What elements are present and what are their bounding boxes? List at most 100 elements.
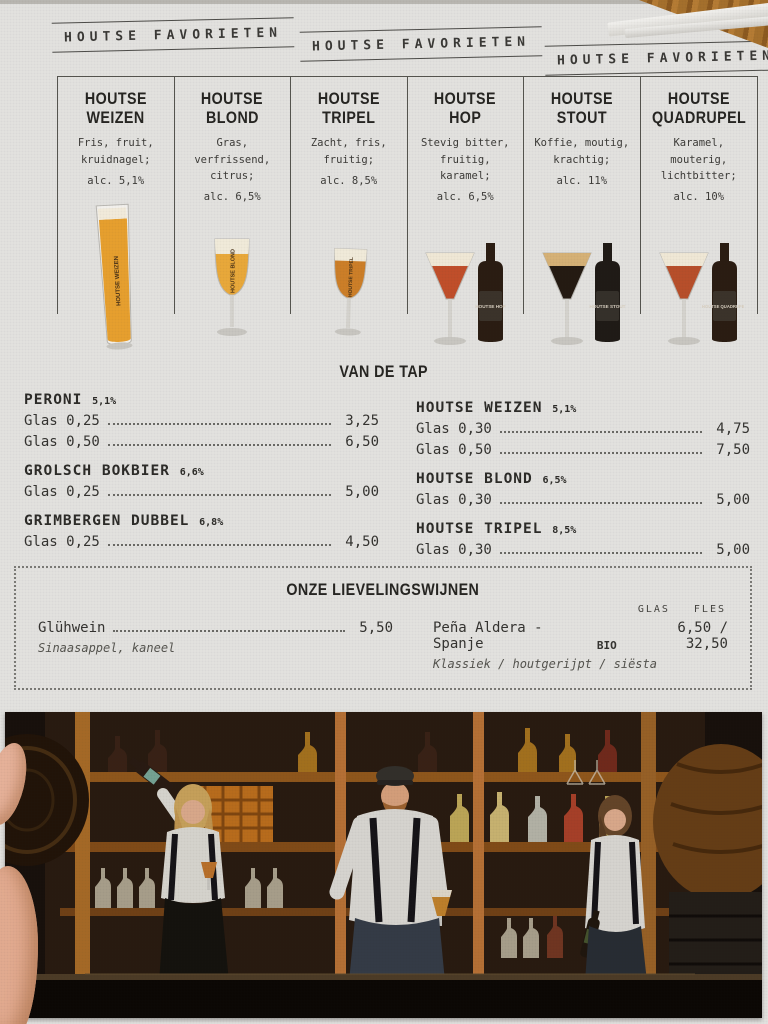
wine-tasting-notes: Klassiek / houtgerijpt / siësta	[433, 657, 657, 671]
tap-group-grolsch-bokbier: GROLSCH BOKBIER 6,6% Glas 0,25 5,00	[24, 463, 379, 500]
dotted-leader	[499, 502, 702, 504]
beer-group-abv: 5,1%	[552, 404, 577, 415]
dotted-leader	[113, 630, 345, 632]
quadrupel-glass-and-bottle-image: HOUTSE QUADRUPEL	[654, 243, 747, 351]
price-value: 3,25	[345, 413, 379, 429]
beer-column-quadrupel: HOUTSE QUADRUPEL Karamel, mouterig, lich…	[641, 77, 758, 345]
beer-group-name: HOUTSE WEIZEN	[416, 400, 543, 416]
price-row: Glas 0,30 5,00	[416, 542, 750, 558]
fles-header: FLES	[693, 604, 726, 615]
banner-houtse-favorieten-2: HOUTSE FAVORIETEN	[299, 26, 543, 62]
liquor-bottles	[95, 728, 617, 958]
price-value: 5,00	[345, 484, 379, 500]
wine-name: Peña Aldera - Spanje	[433, 620, 543, 652]
beer-name: HOUTSE	[550, 89, 613, 108]
beer-column-stout: HOUTSE STOUT Koffie, moutig, krachtig; a…	[524, 77, 641, 345]
bottle-label: HOUTSE STOUT	[589, 304, 625, 309]
tripel-glass-image: HOUTSE TRIPEL	[322, 247, 376, 351]
serving-label: Glas 0,25	[24, 534, 100, 550]
beer-description: Fris, fruit, kruidnagel;	[77, 137, 154, 166]
beer-name: HOUTSE	[317, 89, 380, 108]
tap-price-list: PERONI 5,1% Glas 0,25 3,25 Glas 0,50 6,50 …	[24, 392, 750, 571]
bio-badge: BIO	[596, 639, 617, 652]
beer-group-name: PERONI	[24, 392, 83, 408]
wine-name: Glühwein	[38, 620, 106, 636]
dotted-leader	[107, 544, 331, 546]
serving-label: Glas 0,50	[416, 442, 492, 458]
wine-section: ONZE LIEVELINGSWIJNEN Glühwein 5,50 Sina…	[14, 566, 752, 690]
price-row: Glas 0,25 3,25	[24, 413, 379, 429]
price-value: 4,50	[345, 534, 379, 550]
section-title-van-de-tap: VAN DE TAP	[339, 362, 429, 381]
beer-abv: alc. 5,1%	[87, 174, 145, 187]
bottle-label: HOUTSE QUADRUPEL	[702, 304, 744, 309]
serving-label: Glas 0,25	[24, 484, 100, 500]
beer-bottle: HOUTSE HOP	[476, 243, 506, 342]
price-value: 5,00	[716, 542, 750, 558]
beer-abv: alc. 6,5%	[203, 191, 261, 204]
price-row: Glas 0,30 5,00	[416, 492, 750, 508]
price-value: 6,50 / 32,50	[677, 620, 728, 652]
bartender-left	[128, 757, 229, 982]
beer-name: HOUTSE	[84, 89, 147, 108]
price-row: Glas 0,50 6,50	[24, 434, 379, 450]
beer-description: Stevig bitter, fruitig, karamel;	[420, 137, 510, 182]
teku-glass	[658, 252, 709, 345]
dotted-leader	[107, 423, 331, 425]
price-row: Glas 0,25 5,00	[24, 484, 379, 500]
serving-label: Glas 0,50	[24, 434, 100, 450]
wine-column-headers: GLAS FLES	[638, 604, 726, 615]
price-value: 4,75	[716, 421, 750, 437]
glass-label: HOUTSE BLOND	[231, 249, 237, 293]
price-value: 5,00	[716, 492, 750, 508]
beer-column-tripel: HOUTSE TRIPEL Zacht, fris, fruitig; alc.…	[291, 77, 408, 336]
serving-label: Glas 0,25	[24, 413, 100, 429]
bottle-label: HOUTSE HOP	[476, 304, 506, 309]
wine-tasting-notes: Sinaasappel, kaneel	[38, 641, 176, 655]
tap-right-column: HOUTSE WEIZEN 5,1% Glas 0,30 4,75 Glas 0,…	[416, 392, 750, 571]
price-value: 5,50	[359, 620, 393, 636]
barrel-right	[653, 744, 762, 980]
hanging-glasses	[566, 760, 606, 785]
price-row: Glas 0,30 4,75	[416, 421, 750, 437]
beer-column-hop: HOUTSE HOP Stevig bitter, fruitig, karam…	[408, 77, 524, 345]
dotted-leader	[107, 494, 331, 496]
tap-group-grimbergen-dubbel: GRIMBERGEN DUBBEL 6,8% Glas 0,25 4,50	[24, 513, 379, 550]
bartender-middle	[329, 766, 452, 982]
wine-glass-held	[201, 862, 217, 890]
beer-group-name: HOUTSE TRIPEL	[416, 521, 543, 537]
beer-description: Gras, verfrissend, citrus;	[194, 137, 271, 182]
tap-group-houtse-tripel: HOUTSE TRIPEL 8,5% Glas 0,30 5,00	[416, 521, 750, 558]
beer-description: Koffie, moutig, krachtig;	[534, 137, 630, 166]
teku-glass	[541, 252, 592, 345]
dotted-leader	[107, 444, 331, 446]
dotted-leader	[499, 452, 702, 454]
beer-group-name: HOUTSE BLOND	[416, 471, 533, 487]
beer-bottle: HOUTSE QUADRUPEL	[702, 243, 747, 342]
stout-glass-and-bottle-image: HOUTSE STOUT	[537, 243, 627, 351]
price-row: Glas 0,25 4,50	[24, 534, 379, 550]
beer-abv: alc. 8,5%	[320, 174, 378, 187]
beer-abv: alc. 10%	[673, 191, 725, 204]
beer-grid: HOUTSE WEIZEN Fris, fruit, kruidnagel; a…	[57, 76, 758, 350]
glass-label: HOUTSE WEIZEN	[114, 256, 123, 306]
beer-group-abv: 6,6%	[179, 467, 204, 478]
tap-group-peroni: PERONI 5,1% Glas 0,25 3,25 Glas 0,50 6,50	[24, 392, 379, 450]
beer-name: HOUTSE	[434, 89, 497, 108]
hop-glass-and-bottle-image: HOUTSE HOP	[420, 243, 510, 351]
beer-description: Zacht, fris, fruitig;	[310, 137, 387, 166]
serving-label: Glas 0,30	[416, 492, 492, 508]
tap-group-houtse-blond: HOUTSE BLOND 6,5% Glas 0,30 5,00	[416, 471, 750, 508]
beer-group-name: GROLSCH BOKBIER	[24, 463, 170, 479]
beer-column-blond: HOUTSE BLOND Gras, verfrissend, citrus; …	[175, 77, 291, 336]
serving-label: Glas 0,30	[416, 421, 492, 437]
bar-team-photo	[5, 712, 762, 1018]
bar-counter	[5, 973, 762, 1018]
glass-label: HOUTSE TRIPEL	[347, 257, 354, 297]
price-value: 7,50	[716, 442, 750, 458]
wine-item-gluhwein: Glühwein 5,50 Sinaasappel, kaneel	[38, 620, 393, 671]
beer-group-abv: 5,1%	[92, 396, 117, 407]
weizen-glass-image: HOUTSE WEIZEN	[91, 203, 141, 353]
beer-name: HOUTSE	[201, 89, 264, 108]
